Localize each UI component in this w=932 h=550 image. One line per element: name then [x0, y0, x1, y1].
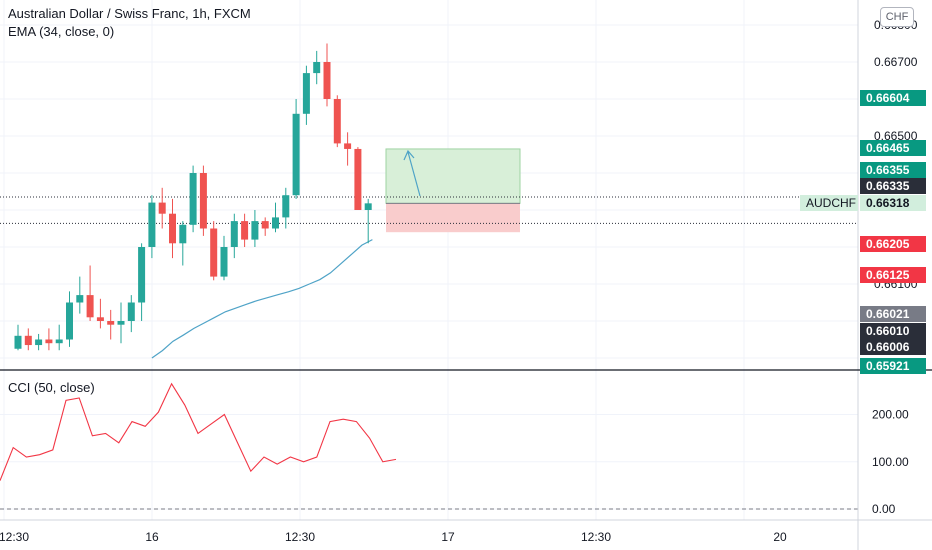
time-tick-label: 12:30 — [285, 530, 315, 544]
candle — [354, 147, 362, 210]
time-tick-label: 17 — [441, 530, 455, 544]
svg-text:0.66465: 0.66465 — [866, 141, 910, 155]
price-tick-label: 0.66700 — [874, 55, 918, 69]
price-tick-label: 0.66500 — [874, 129, 918, 143]
svg-text:0.66318: 0.66318 — [866, 196, 910, 210]
cci-tick-label: 0.00 — [872, 502, 896, 516]
price-badge: 0.66465 — [860, 140, 926, 156]
candle — [179, 221, 187, 266]
svg-text:0.66010: 0.66010 — [866, 324, 910, 338]
price-badge: 0.66006 — [860, 339, 926, 355]
candle — [261, 217, 269, 236]
candle — [169, 198, 176, 259]
candle — [210, 221, 218, 281]
price-badge: 0.66205 — [860, 236, 926, 252]
projection-arrow[interactable] — [403, 149, 421, 197]
time-tick-label: 16 — [145, 530, 159, 544]
candle — [302, 65, 310, 125]
candle — [272, 202, 279, 233]
candle — [14, 324, 22, 351]
candle — [333, 95, 341, 148]
time-tick-label: 12:30 — [0, 530, 29, 544]
svg-text:0.65921: 0.65921 — [866, 359, 910, 373]
ema-line — [151, 239, 373, 359]
candle — [35, 333, 43, 351]
svg-text:0.66205: 0.66205 — [866, 237, 910, 251]
svg-text:0.66355: 0.66355 — [866, 163, 910, 177]
svg-text:0.66021: 0.66021 — [866, 307, 910, 321]
candle — [313, 50, 321, 85]
candle — [76, 276, 84, 314]
price-badge: 0.66335 — [860, 178, 926, 194]
candle — [45, 328, 53, 351]
svg-text:0.66335: 0.66335 — [866, 179, 910, 193]
candle — [158, 187, 166, 229]
cci-tick-label: 100.00 — [872, 455, 909, 469]
candle — [127, 295, 135, 333]
chart-title: Australian Dollar / Swiss Franc, 1h, FXC… — [8, 6, 251, 21]
price-badge: 0.66604 — [860, 90, 926, 106]
cci-tick-label: 200.00 — [872, 408, 909, 422]
ema-indicator-label: EMA (34, close, 0) — [8, 24, 115, 39]
cci-line — [0, 382, 397, 481]
candle — [199, 165, 207, 236]
candle — [241, 213, 249, 247]
candle — [86, 265, 94, 321]
candle — [282, 187, 290, 229]
cci-indicator-label: CCI (50, close) — [8, 380, 95, 395]
price-badge: 0.65921 — [860, 358, 926, 374]
svg-text:AUDCHF: AUDCHF — [806, 196, 856, 210]
price-badge: 0.66318 — [860, 195, 926, 211]
candle — [344, 132, 352, 166]
candle — [148, 195, 156, 259]
candle — [189, 165, 197, 233]
svg-text:0.66604: 0.66604 — [866, 91, 910, 105]
candle — [55, 324, 63, 351]
time-tick-label: 20 — [773, 530, 787, 544]
loss-zone[interactable] — [386, 203, 520, 233]
candle — [230, 213, 238, 259]
price-badge: 0.66125 — [860, 267, 926, 283]
price-badge: 0.66010 — [860, 323, 926, 339]
candle — [107, 309, 115, 340]
candle — [292, 99, 300, 199]
symbol-label: AUDCHF — [800, 195, 858, 211]
candle — [323, 43, 331, 107]
profit-zone[interactable] — [385, 148, 521, 204]
candle — [66, 291, 73, 347]
price-badge: 0.66021 — [860, 306, 926, 322]
time-tick-label: 12:30 — [581, 530, 611, 544]
candle — [117, 302, 125, 344]
candle — [24, 328, 32, 351]
candle — [220, 235, 228, 281]
svg-text:0.66125: 0.66125 — [866, 268, 910, 282]
price-badge: 0.66355 — [860, 162, 926, 178]
currency-button[interactable]: CHF — [880, 7, 914, 27]
candle — [251, 210, 259, 247]
candle — [96, 298, 104, 329]
candle — [364, 198, 372, 244]
svg-text:0.66006: 0.66006 — [866, 340, 910, 354]
candle — [138, 243, 146, 321]
